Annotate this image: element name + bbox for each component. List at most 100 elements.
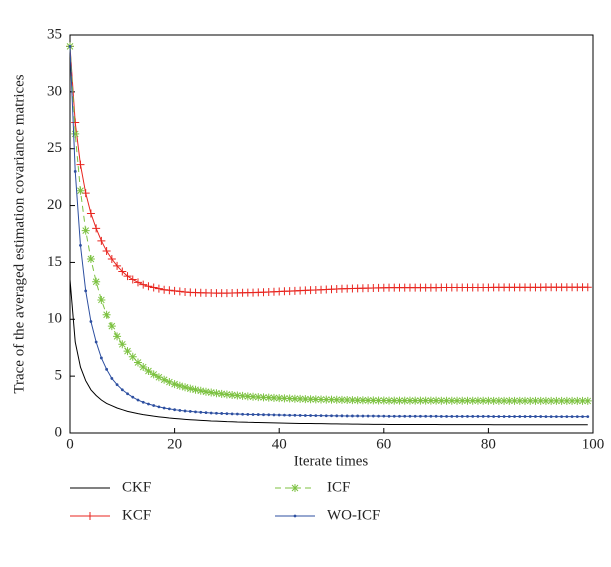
marker [421, 396, 430, 405]
marker [351, 414, 354, 418]
marker [207, 388, 216, 397]
marker [552, 396, 561, 405]
marker [97, 295, 106, 304]
y-tick-label: 15 [47, 254, 62, 270]
marker [76, 160, 85, 169]
marker [170, 380, 179, 389]
marker [251, 413, 255, 416]
marker [136, 398, 140, 402]
marker [314, 414, 318, 418]
marker [364, 396, 373, 405]
marker [81, 226, 90, 235]
marker [212, 389, 221, 398]
marker [332, 395, 341, 404]
legend-label: ICF [327, 479, 350, 495]
marker [126, 392, 129, 396]
marker [225, 412, 229, 416]
marker [183, 409, 187, 413]
marker [565, 415, 569, 419]
marker [518, 415, 522, 418]
marker [458, 396, 467, 405]
marker [309, 414, 312, 417]
marker [154, 284, 163, 293]
marker [554, 415, 558, 419]
marker [426, 396, 435, 405]
marker [123, 272, 132, 281]
marker [358, 396, 367, 405]
marker [191, 385, 200, 394]
marker [222, 390, 231, 399]
marker [290, 394, 299, 403]
marker [201, 387, 210, 396]
marker [215, 411, 218, 415]
marker [340, 414, 344, 418]
marker [479, 396, 488, 405]
marker [228, 391, 237, 400]
marker [71, 118, 80, 127]
marker [105, 367, 109, 371]
marker [549, 415, 553, 419]
marker [413, 414, 417, 418]
marker [107, 322, 116, 331]
marker [97, 236, 106, 245]
marker [139, 280, 148, 289]
marker [481, 414, 485, 418]
marker [160, 285, 169, 294]
marker [115, 383, 119, 387]
marker [531, 396, 540, 405]
marker [162, 406, 166, 410]
marker [89, 320, 93, 323]
marker [110, 377, 114, 380]
marker [583, 283, 592, 292]
marker [233, 391, 242, 400]
marker [175, 287, 184, 296]
marker [269, 393, 278, 402]
marker [424, 414, 428, 418]
marker [385, 396, 394, 405]
marker [86, 512, 94, 520]
marker [267, 413, 271, 417]
plot-frame [69, 34, 594, 434]
marker [107, 255, 116, 264]
marker [382, 414, 386, 418]
marker [264, 393, 273, 402]
marker [217, 389, 226, 398]
marker [581, 415, 584, 419]
marker [536, 396, 545, 405]
marker [463, 396, 472, 405]
marker [570, 415, 574, 419]
marker [497, 415, 501, 418]
marker [246, 412, 250, 416]
x-tick-label: 40 [272, 436, 287, 452]
marker [133, 358, 142, 367]
marker [167, 407, 171, 411]
marker [303, 414, 307, 417]
marker [76, 186, 85, 195]
marker [188, 409, 192, 413]
marker [243, 392, 252, 401]
marker [170, 286, 179, 295]
marker [429, 414, 433, 418]
marker [92, 277, 101, 286]
marker [141, 400, 145, 404]
marker [377, 414, 380, 418]
x-tick-label: 0 [66, 436, 74, 452]
marker [502, 415, 506, 418]
marker [405, 396, 414, 405]
marker [541, 396, 550, 405]
marker [92, 224, 101, 233]
marker [473, 396, 482, 405]
legend-label: CKF [122, 479, 151, 495]
marker [186, 384, 195, 393]
marker [484, 396, 493, 405]
marker [133, 278, 142, 287]
x-axis-label: Iterate times [294, 453, 369, 469]
marker [275, 394, 284, 403]
marker [319, 414, 323, 418]
marker [181, 383, 190, 392]
marker [327, 395, 336, 404]
marker [356, 414, 360, 418]
y-tick-label: 20 [47, 197, 62, 213]
marker [296, 394, 305, 403]
marker [353, 396, 362, 405]
